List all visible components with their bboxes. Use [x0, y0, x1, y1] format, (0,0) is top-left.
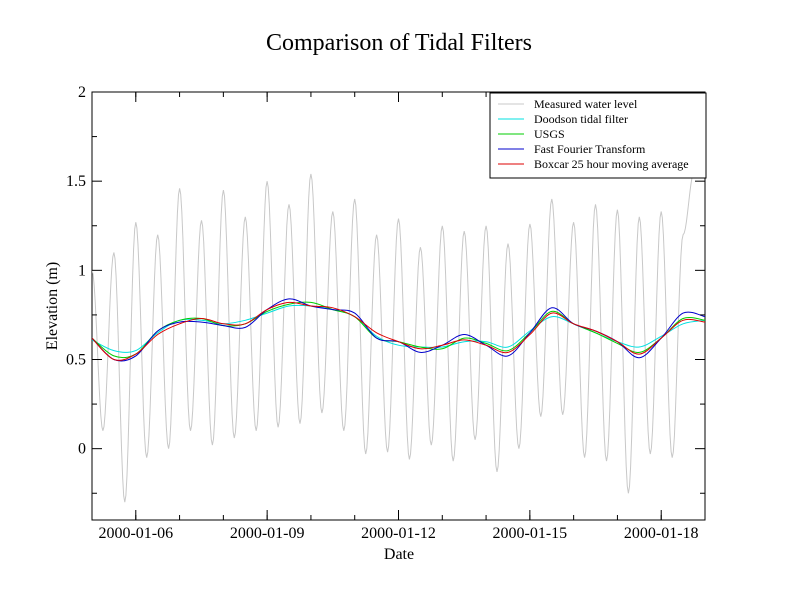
x-tick-label: 2000-01-06 [98, 525, 173, 542]
legend-box [489, 92, 707, 179]
legend-entry-label: Boxcar 25 hour moving average [534, 157, 689, 171]
legend-entry-label: Doodson tidal filter [534, 112, 628, 126]
y-tick-label: 1 [78, 262, 86, 279]
y-tick-label: 2 [78, 84, 86, 101]
legend-entry-label: USGS [534, 127, 565, 141]
y-tick-label: 1.5 [66, 173, 86, 190]
y-tick-label: 0 [78, 441, 86, 458]
x-tick-label: 2000-01-09 [230, 525, 305, 542]
chart-title: Comparison of Tidal Filters [266, 30, 532, 56]
series-line-1 [92, 171, 695, 503]
series-line-5 [92, 301, 705, 361]
x-axis-label: Date [384, 546, 414, 563]
x-tick-label: 2000-01-12 [361, 525, 436, 542]
series-layer [92, 171, 705, 503]
legend-entry-label: Measured water level [534, 97, 638, 111]
x-tick-label: 2000-01-15 [493, 525, 568, 542]
y-axis-label: Elevation (m) [44, 262, 61, 350]
legend-entry-label: Fast Fourier Transform [534, 142, 646, 156]
y-tick-label: 0.5 [66, 352, 86, 369]
x-tick-label: 2000-01-18 [624, 525, 699, 542]
